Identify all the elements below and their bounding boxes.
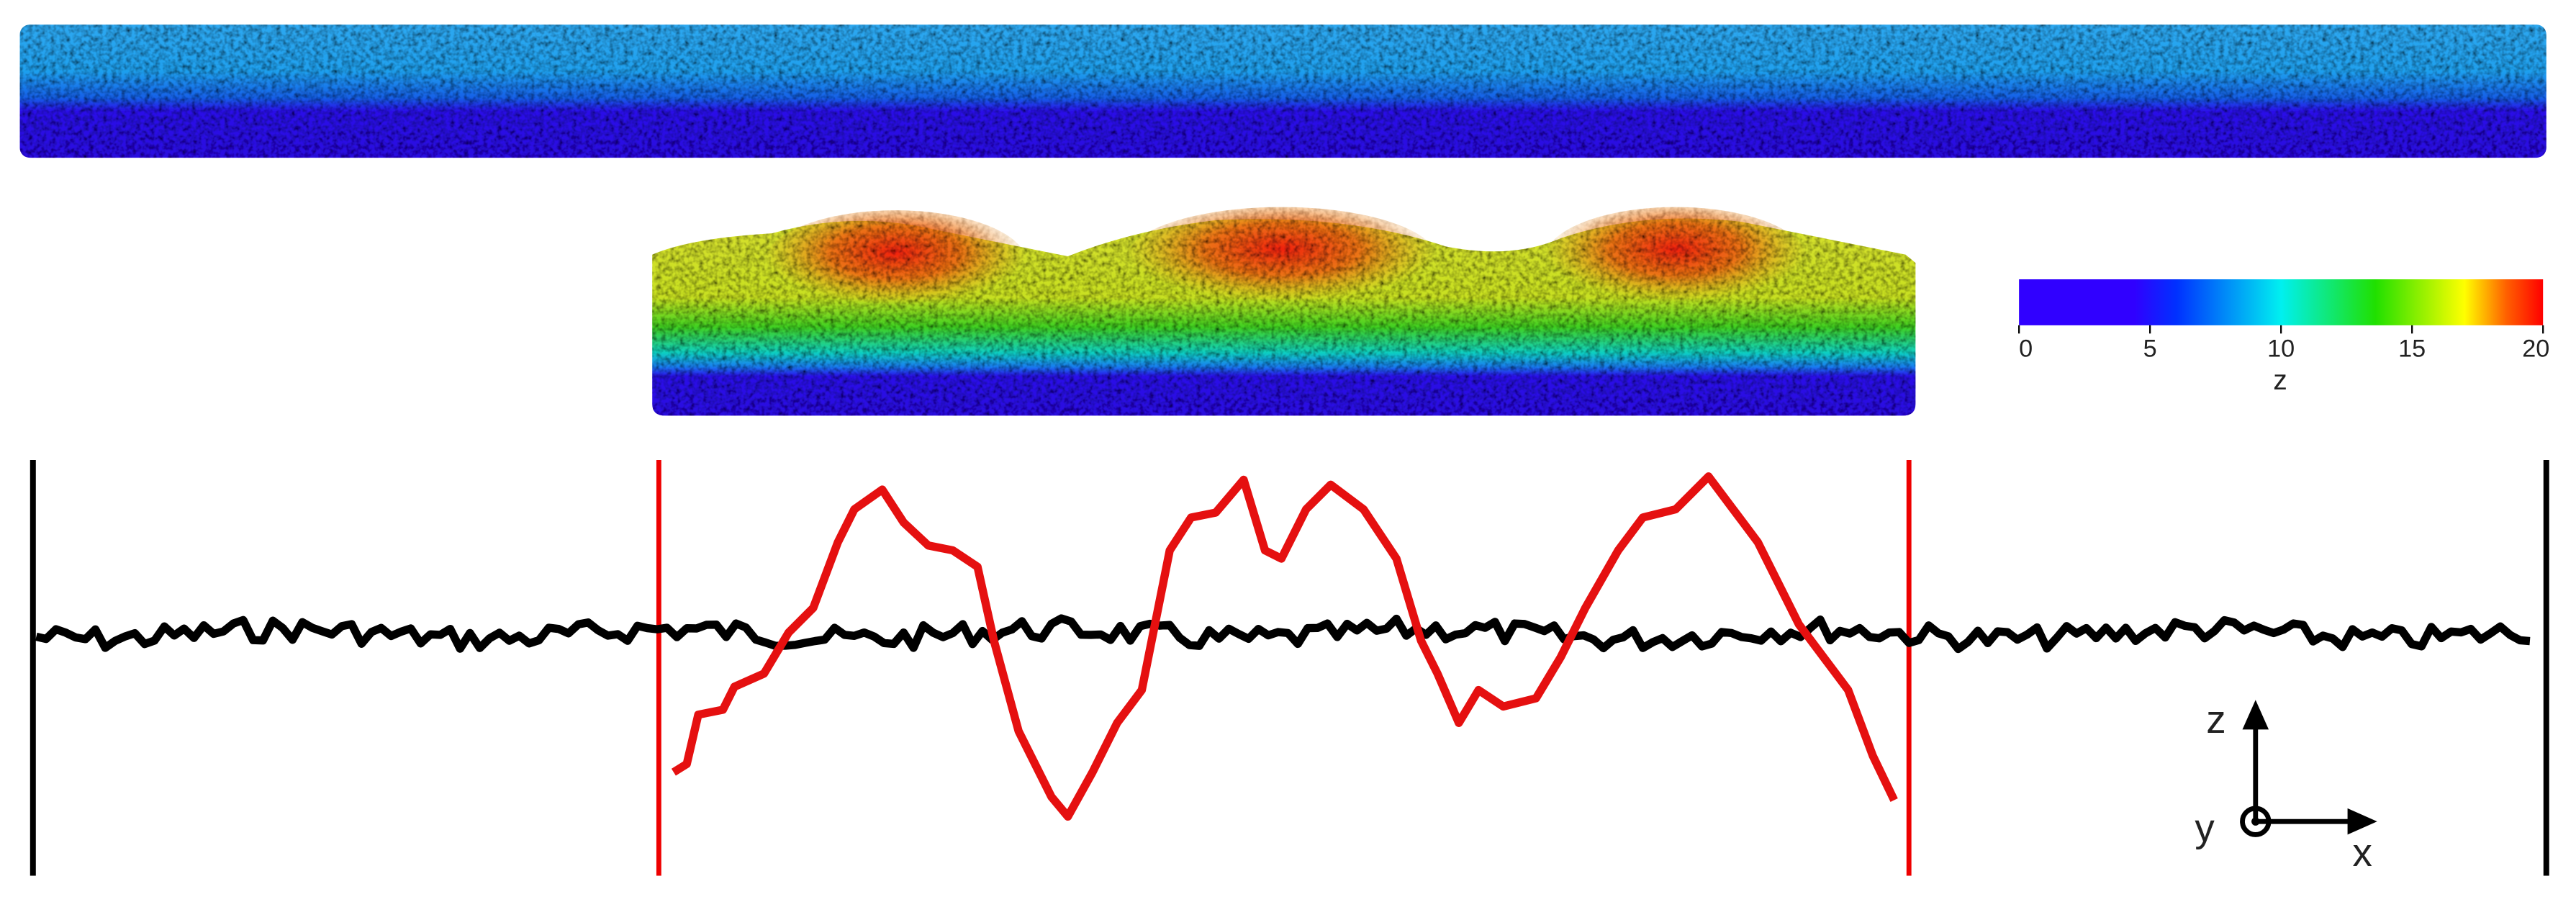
axis-triad — [2240, 723, 2353, 837]
colorbar — [2019, 279, 2544, 325]
axis-label-y: y — [2195, 806, 2215, 850]
arrow-head — [2347, 808, 2377, 835]
axis-label-x: x — [2352, 830, 2372, 875]
colorbar-tick-label: 10 — [2267, 335, 2295, 362]
colorbar-tick-label: 20 — [2522, 335, 2549, 362]
particle-bed-initial — [19, 24, 2546, 158]
deformed-profile — [671, 472, 1898, 821]
colorbar-tick-label: 15 — [2398, 335, 2426, 362]
colorbar-tick-label: 0 — [2019, 335, 2033, 362]
axis-label-z: z — [2206, 697, 2225, 741]
particle-bed-deformed — [652, 207, 1916, 416]
colorbar-tick-label: 5 — [2143, 335, 2157, 362]
arrow-head — [2242, 700, 2269, 730]
colorbar-label: z — [2273, 365, 2287, 396]
initial-profile — [35, 614, 2531, 654]
axis-dot — [2251, 817, 2260, 826]
